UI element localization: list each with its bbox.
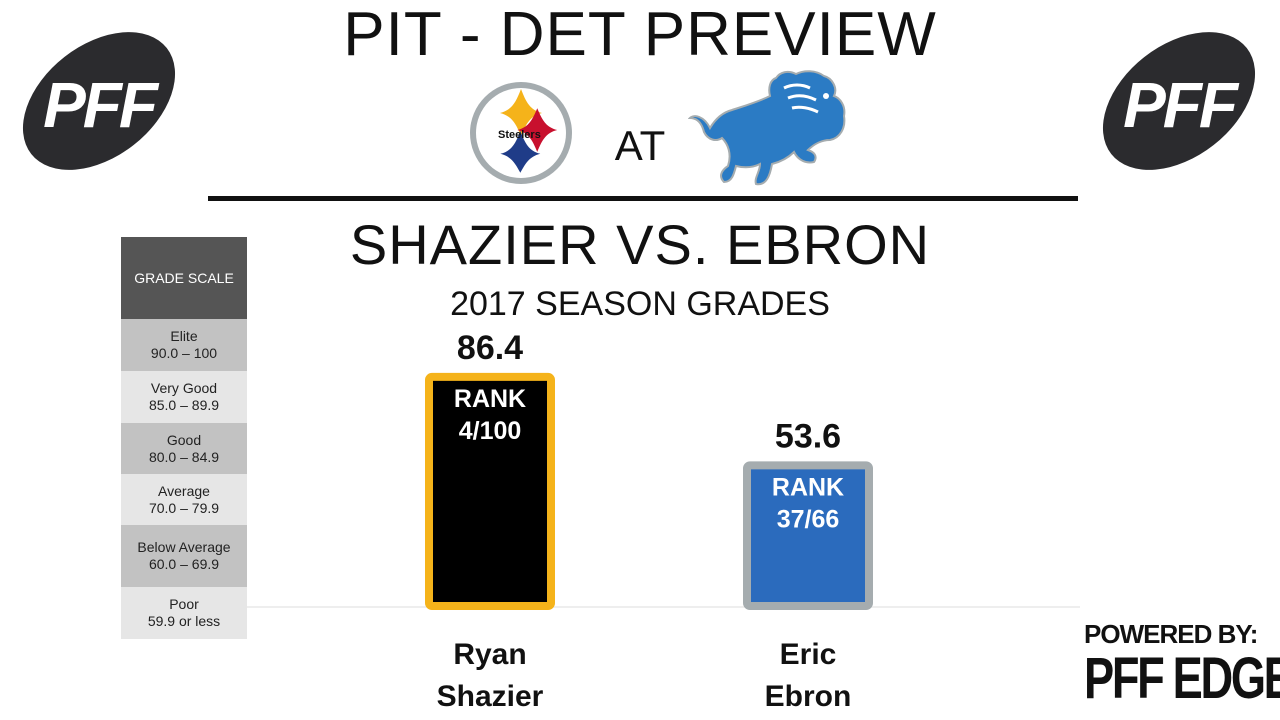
pff-logo-right: PFF [1102, 32, 1256, 170]
player-first-name: Eric [779, 638, 837, 671]
grades-bar-chart: 86.4 RANK 4/100 53.6 RANK 37/66 [247, 329, 1080, 610]
bar-1 [743, 461, 873, 610]
pff-logo-left-text: PFF [43, 69, 160, 141]
grade-scale-row-very-good: Very Good 85.0 – 89.9 [121, 371, 247, 423]
grade-scale-label: Below Average [137, 539, 231, 555]
grade-scale-header: GRADE SCALE [121, 237, 247, 319]
chart-subtitle: 2017 SEASON GRADES [450, 285, 830, 323]
bar-rank-value-0: 4/100 [459, 417, 522, 445]
grade-scale-range: 70.0 – 79.9 [148, 499, 220, 516]
grade-scale-range: 59.9 or less [147, 613, 221, 629]
lions-logo [688, 70, 846, 186]
grade-scale-header-text: GRADE SCALE [134, 269, 234, 286]
bar-value-label-1: 53.6 [775, 417, 841, 455]
bar-value-label-0: 86.4 [457, 329, 523, 367]
grade-scale-range: 60.0 – 69.9 [148, 556, 220, 572]
pff-edge-brand: PFF EDGE [1084, 646, 1280, 711]
player-first-name: Ryan [453, 638, 527, 671]
grade-scale-label: Poor [169, 596, 199, 612]
player-last-name: Shazier [436, 680, 544, 713]
page-title: PIT - DET PREVIEW [343, 0, 937, 69]
player-label-shazier: Ryan Shazier [390, 634, 590, 718]
bar-rank-label-0: RANK [454, 385, 526, 413]
matchup-title: SHAZIER VS. EBRON [349, 213, 931, 276]
powered-by-label: POWERED BY: [1084, 619, 1258, 649]
powered-by-pff-edge: POWERED BY: PFF EDGE [1084, 619, 1280, 711]
grade-scale-row-below-average: Below Average 60.0 – 69.9 [121, 525, 247, 587]
grade-scale-row-poor: Poor 59.9 or less [121, 587, 247, 639]
header-divider [208, 196, 1078, 201]
grade-scale-label: Elite [170, 328, 198, 344]
grade-scale-range: 80.0 – 84.9 [148, 448, 220, 465]
grade-scale-range: 85.0 – 89.9 [148, 397, 220, 413]
grade-scale-row-average: Average 70.0 – 79.9 [121, 474, 247, 525]
at-label: AT [614, 122, 666, 169]
grade-scale-range: 90.0 – 100 [150, 345, 218, 361]
pff-logo-left: PFF [22, 32, 176, 170]
grade-scale-label: Good [166, 431, 202, 448]
grade-scale-row-good: Good 80.0 – 84.9 [121, 423, 247, 474]
bar-0 [425, 372, 555, 610]
player-label-ebron: Eric Ebron [708, 634, 908, 718]
bar-rank-label-1: RANK [772, 473, 844, 501]
steelers-logo: Steelers [470, 82, 572, 184]
grade-scale-row-elite: Elite 90.0 – 100 [121, 319, 247, 371]
grade-scale-label: Average [158, 482, 210, 499]
pff-logo-right-text: PFF [1123, 69, 1240, 141]
steelers-logo-text: Steelers [498, 129, 541, 141]
bar-rank-value-1: 37/66 [777, 505, 840, 533]
grade-scale-label: Very Good [150, 380, 218, 396]
player-last-name: Ebron [764, 680, 852, 713]
